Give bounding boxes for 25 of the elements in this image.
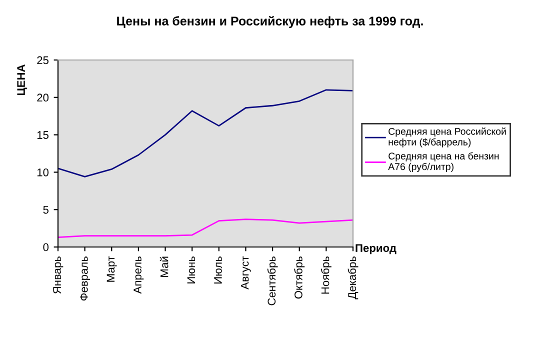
chart-title: Цены на бензин и Российскую нефть за 1999 год. (117, 16, 423, 28)
y-tick-label: 15 (37, 131, 49, 139)
y-tick-label: 25 (37, 56, 49, 64)
x-tick-label: Август (240, 256, 251, 290)
x-tick-label: Апрель (134, 256, 144, 294)
y-tick-label: 5 (43, 206, 49, 214)
y-tick-label: 10 (37, 168, 49, 176)
legend-label: Средняя цена на бензин А76 (руб/литр) (388, 152, 499, 172)
x-tick-label: Июнь (187, 256, 196, 284)
x-tick-label: Март (106, 256, 117, 282)
y-axis-title: ЦЕНА (17, 64, 28, 96)
x-tick-label: Февраль (80, 256, 90, 301)
x-tick-label: Июль (214, 256, 222, 284)
y-tick-label: 0 (43, 243, 49, 252)
x-axis-title: Период (356, 244, 396, 254)
x-tick-label: Май (160, 256, 168, 277)
line-series (58, 89, 353, 178)
x-tick-label: Октябрь (294, 256, 305, 299)
x-tick-label: Сентябрь (267, 256, 278, 306)
x-tick-label: Ноябрь (320, 256, 332, 294)
y-tick-label: 20 (37, 94, 49, 102)
line-series (58, 218, 353, 238)
x-tick-label: Декабрь (348, 256, 358, 300)
legend-label: Средняя цена Российской нефти ($/баррель) (388, 128, 506, 148)
x-tick-label: Январь (53, 256, 64, 294)
